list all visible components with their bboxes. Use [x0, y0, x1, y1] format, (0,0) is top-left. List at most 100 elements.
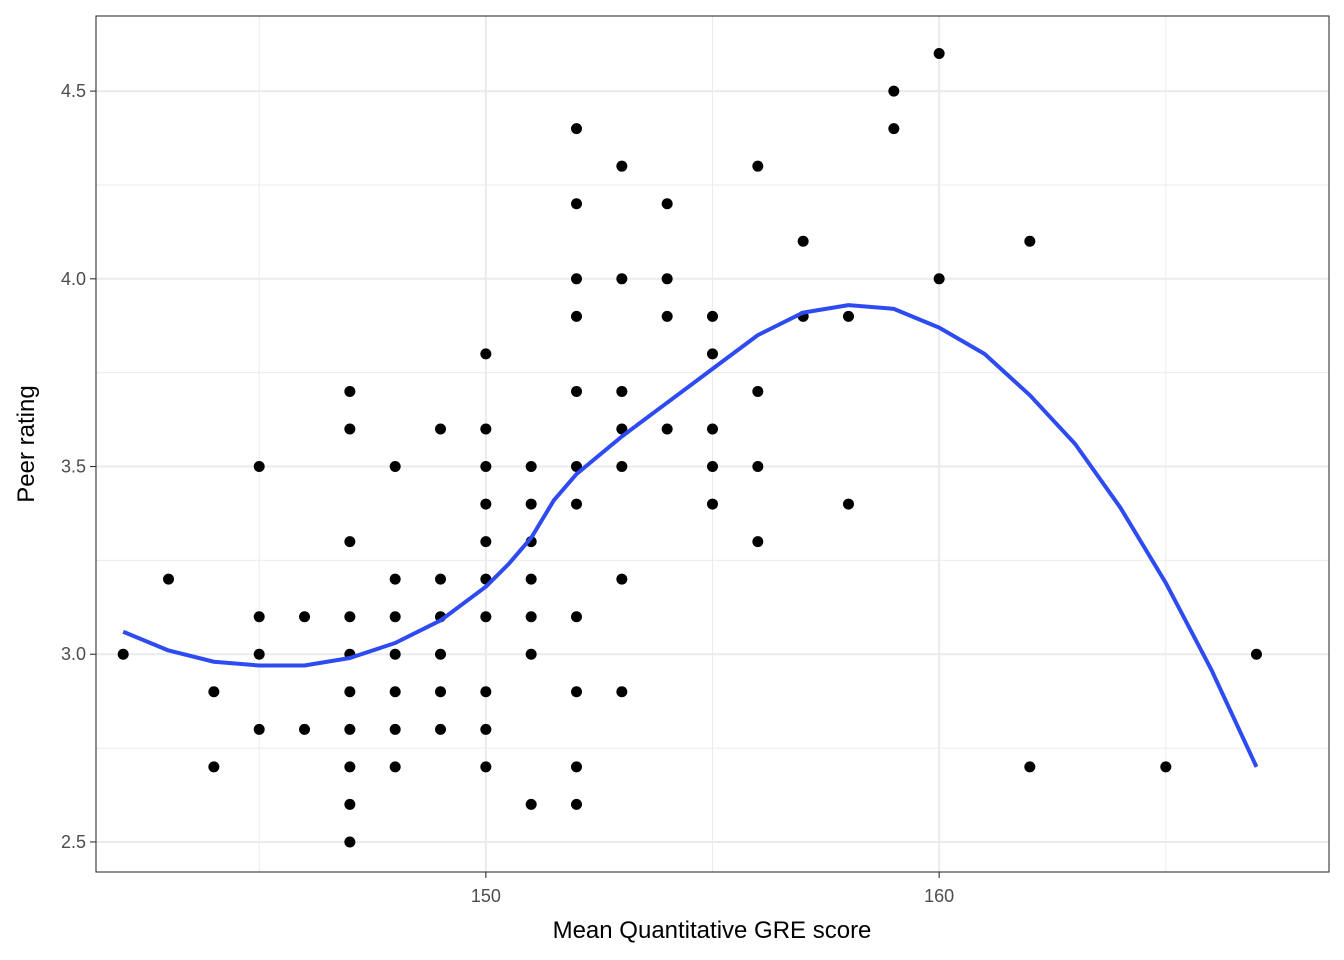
data-point	[299, 611, 311, 623]
data-point	[571, 498, 583, 510]
data-point	[344, 423, 356, 435]
data-point	[480, 423, 492, 435]
data-point	[1024, 235, 1036, 247]
data-point	[435, 686, 447, 698]
data-point	[661, 198, 673, 210]
data-point	[480, 761, 492, 773]
smooth-trend-line	[122, 303, 1259, 768]
data-point	[344, 836, 356, 848]
major-grid	[96, 16, 1329, 872]
data-point	[480, 723, 492, 735]
data-point	[797, 235, 809, 247]
data-point	[435, 573, 447, 585]
x-tick-label: 150	[471, 886, 501, 906]
data-point	[480, 498, 492, 510]
data-point	[299, 723, 311, 735]
data-point	[525, 461, 537, 473]
y-tick-label: 4.0	[61, 269, 86, 289]
data-point	[571, 761, 583, 773]
y-axis-title: Peer rating	[13, 385, 40, 502]
x-axis-title: Mean Quantitative GRE score	[553, 917, 872, 944]
data-point	[163, 573, 175, 585]
data-point	[389, 611, 401, 623]
data-point	[752, 385, 764, 397]
data-point	[253, 461, 265, 473]
data-point	[571, 385, 583, 397]
data-point	[752, 461, 764, 473]
data-point	[571, 798, 583, 810]
data-point	[525, 573, 537, 585]
data-point	[480, 536, 492, 548]
y-tick-label: 3.5	[61, 457, 86, 477]
data-point	[208, 686, 220, 698]
y-tick-label: 2.5	[61, 832, 86, 852]
data-point	[616, 461, 628, 473]
data-point	[389, 573, 401, 585]
data-point	[616, 573, 628, 585]
data-point	[480, 348, 492, 360]
data-point	[616, 385, 628, 397]
x-axis: 150 160	[471, 872, 954, 906]
data-point	[344, 798, 356, 810]
data-point	[661, 423, 673, 435]
data-point	[253, 611, 265, 623]
data-point	[1250, 648, 1262, 660]
data-point	[707, 348, 718, 360]
data-point	[389, 761, 401, 773]
data-point	[707, 498, 718, 510]
data-point	[525, 498, 537, 510]
data-point	[344, 536, 356, 548]
data-point	[344, 723, 356, 735]
data-point	[842, 498, 854, 510]
data-point	[888, 85, 900, 97]
data-point	[1024, 761, 1036, 773]
x-tick-label: 160	[924, 886, 954, 906]
panel-border	[95, 15, 1330, 873]
data-point	[253, 723, 265, 735]
data-point	[525, 798, 537, 810]
data-point	[707, 461, 718, 473]
data-point	[208, 761, 220, 773]
data-point	[435, 423, 447, 435]
data-point	[435, 723, 447, 735]
data-point	[344, 385, 356, 397]
data-point	[1160, 761, 1172, 773]
y-tick-label: 3.0	[61, 644, 86, 664]
data-point	[707, 423, 718, 435]
minor-grid	[96, 16, 1329, 872]
data-point	[344, 686, 356, 698]
data-point	[752, 160, 764, 172]
data-point	[435, 648, 447, 660]
data-point	[389, 686, 401, 698]
data-point	[525, 611, 537, 623]
data-point	[117, 648, 129, 660]
y-axis: 2.5 3.0 3.5 4.0 4.5	[61, 81, 96, 852]
data-point	[616, 273, 628, 285]
data-point	[571, 611, 583, 623]
data-point	[888, 123, 900, 135]
y-tick-label: 4.5	[61, 81, 86, 101]
data-point	[344, 761, 356, 773]
data-point	[571, 273, 583, 285]
data-point	[389, 461, 401, 473]
data-point	[389, 648, 401, 660]
data-point	[933, 48, 945, 60]
data-point	[480, 461, 492, 473]
data-point	[480, 686, 492, 698]
data-point	[480, 611, 492, 623]
data-point	[616, 423, 628, 435]
data-point	[389, 723, 401, 735]
data-point	[842, 310, 854, 322]
data-point	[344, 611, 356, 623]
data-points	[117, 48, 1262, 848]
data-point	[616, 686, 628, 698]
data-point	[707, 310, 718, 322]
data-point	[571, 686, 583, 698]
data-point	[571, 198, 583, 210]
data-point	[571, 123, 583, 135]
data-point	[616, 160, 628, 172]
data-point	[525, 648, 537, 660]
data-point	[661, 310, 673, 322]
data-point	[253, 648, 265, 660]
